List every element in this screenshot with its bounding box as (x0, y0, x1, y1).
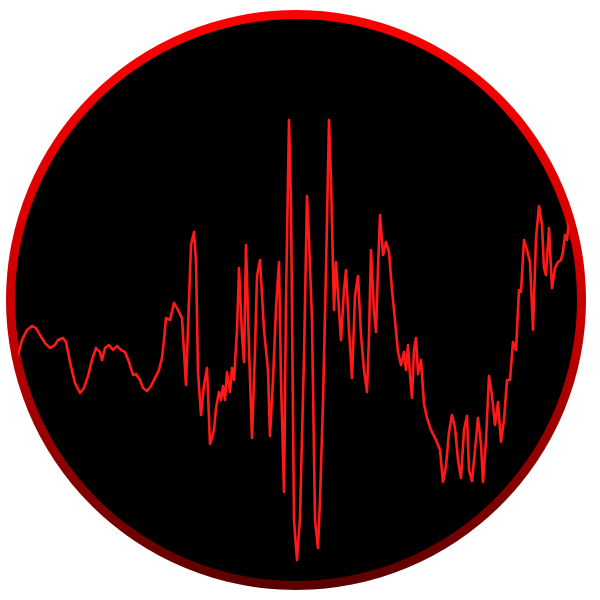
waveform-line (16, 118, 579, 562)
waveform-group (16, 118, 579, 562)
disc-background (15, 19, 577, 581)
